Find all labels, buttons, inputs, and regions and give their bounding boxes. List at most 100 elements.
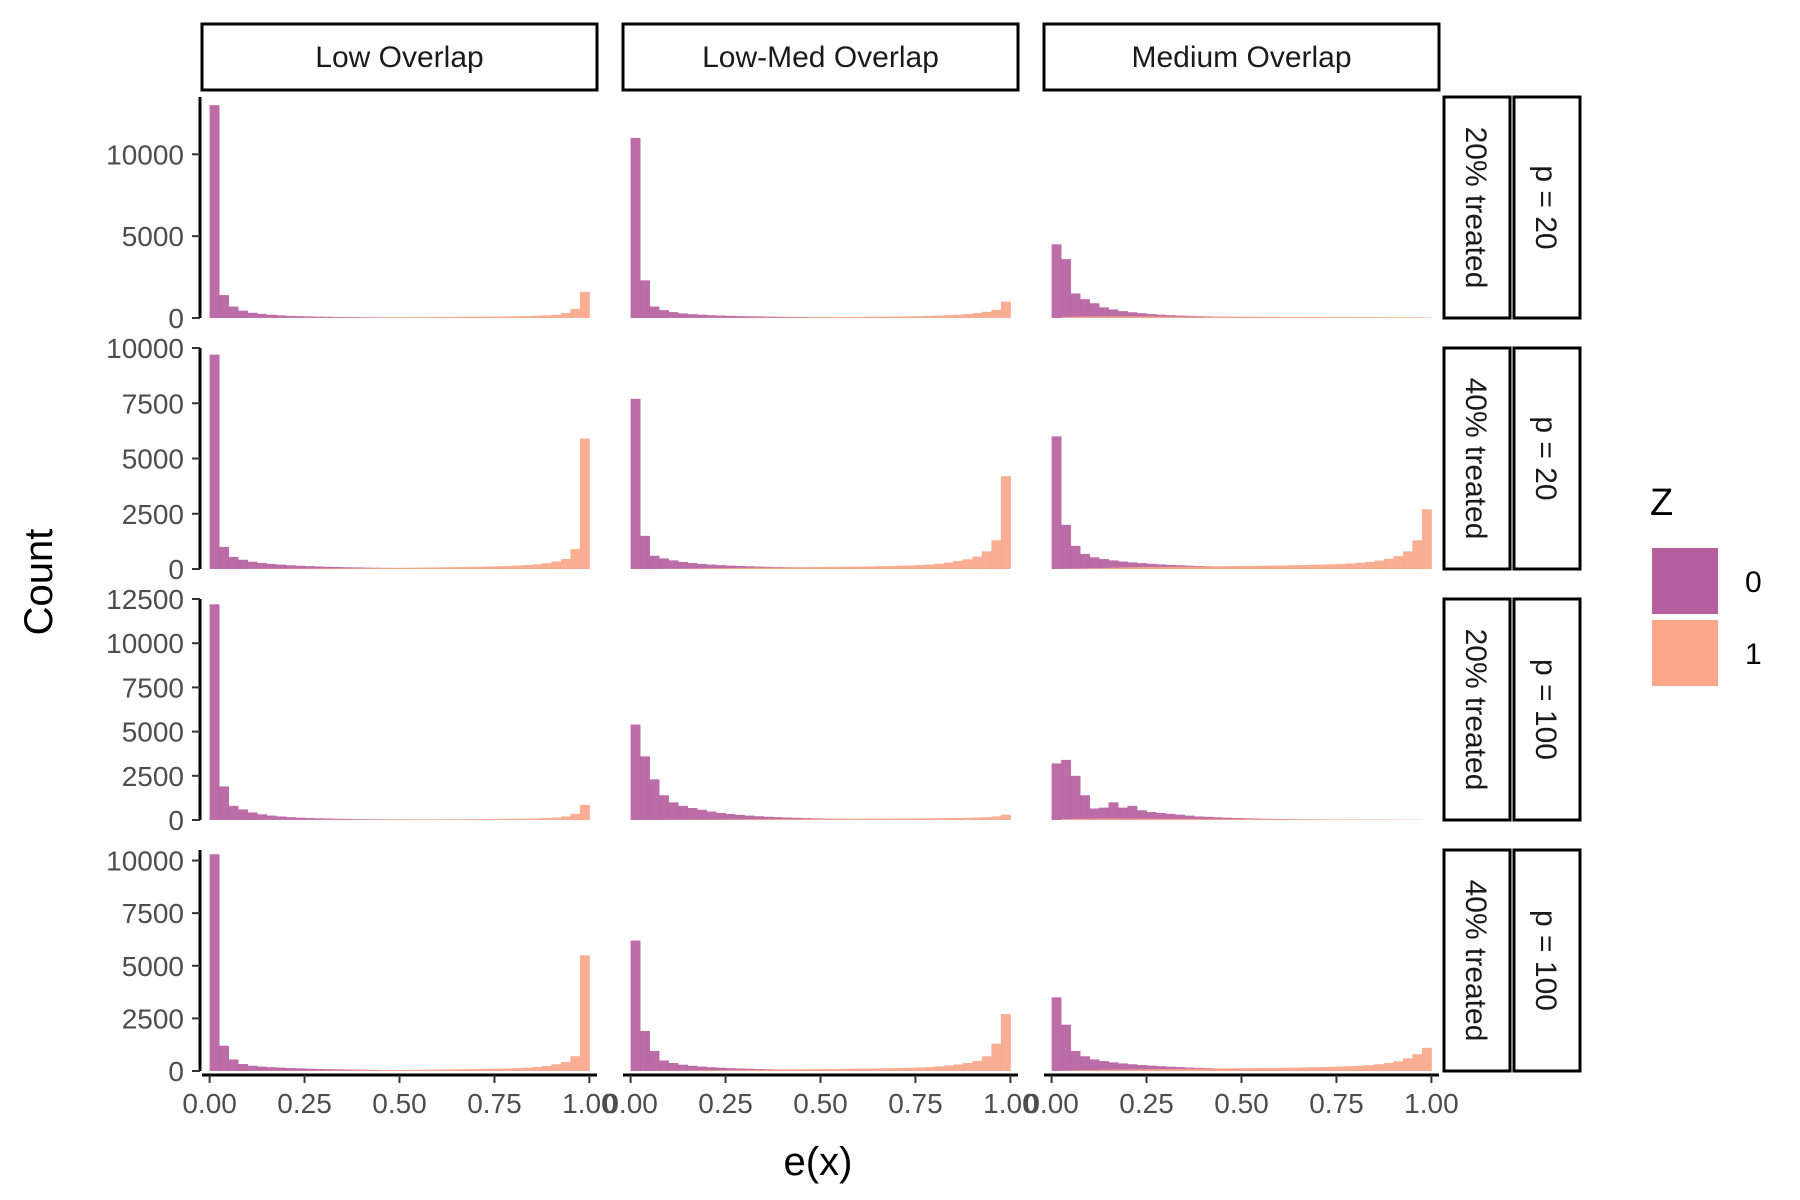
histogram-bar-z0 — [1165, 1066, 1176, 1071]
histogram-bar-z1 — [811, 317, 821, 318]
histogram-bar-z1 — [323, 1070, 334, 1071]
column-strip-box — [1042, 22, 1441, 92]
column-strip-label: Low Overlap — [315, 41, 483, 74]
histogram-bar-z1 — [896, 1067, 907, 1071]
histogram-bar-z0 — [716, 315, 726, 318]
histogram-bar-z1 — [858, 316, 869, 318]
histogram-bar-z1 — [1146, 1069, 1157, 1071]
histogram-bar-z1 — [981, 1056, 992, 1071]
histogram-bar-z1 — [465, 819, 476, 820]
x-tick-label: 0.50 — [1214, 1088, 1269, 1119]
y-axes: 0500010000025005000750010000025005000750… — [106, 97, 202, 1087]
y-axis-title: Count — [17, 529, 61, 636]
row-strip-box — [1512, 597, 1582, 822]
histogram-bar-z0 — [640, 1031, 650, 1071]
histogram-bar-z1 — [579, 438, 590, 569]
histogram-bar-z0 — [649, 779, 660, 820]
histogram-bar-z1 — [503, 818, 514, 820]
histogram-bar-z1 — [551, 817, 562, 820]
histogram-bar-z0 — [1137, 563, 1147, 569]
histogram-bar-z1 — [1421, 1047, 1432, 1071]
histogram-bar-z0 — [304, 316, 315, 318]
histogram-bar-z1 — [1089, 568, 1100, 569]
histogram-bar-z1 — [579, 955, 590, 1071]
histogram-bar-z1 — [390, 567, 400, 569]
histogram-bar-z0 — [219, 295, 229, 318]
histogram-bar-z1 — [1165, 818, 1176, 820]
histogram-bar-z1 — [333, 568, 343, 569]
histogram-bar-z0 — [678, 1064, 688, 1071]
histogram-bar-z1 — [991, 540, 1002, 569]
histogram-bar-z1 — [456, 567, 467, 569]
histogram-bar-z1 — [1118, 567, 1128, 569]
histogram-bar-z0 — [323, 818, 334, 820]
histogram-bar-z1 — [1175, 316, 1185, 318]
histogram-bar-z1 — [1070, 818, 1081, 820]
histogram-bar-z1 — [915, 565, 926, 569]
histogram-bar-z0 — [1137, 1065, 1147, 1071]
histogram-bar-z0 — [323, 1069, 334, 1071]
histogram-bar-z1 — [352, 568, 362, 569]
histogram-bar-z1 — [877, 818, 888, 820]
histogram-bar-z1 — [1326, 819, 1337, 820]
histogram-bar-z0 — [706, 1067, 717, 1071]
histogram-bar-z0 — [630, 940, 641, 1071]
histogram-bar-z1 — [848, 316, 859, 318]
histogram-bar-z1 — [1080, 818, 1090, 820]
y-tick-label: 5000 — [122, 951, 184, 982]
histogram-bar-z1 — [867, 316, 878, 318]
histogram-bar-z1 — [792, 567, 802, 569]
histogram-bar-z1 — [1222, 566, 1233, 569]
histogram-bar-z1 — [475, 566, 486, 569]
histogram-bar-z1 — [1108, 567, 1119, 569]
histogram-bar-z1 — [323, 568, 334, 569]
histogram-bar-z1 — [390, 317, 400, 318]
histogram-bar-z1 — [735, 567, 745, 569]
histogram-bar-z1 — [1070, 316, 1081, 318]
histogram-bar-z1 — [1232, 1068, 1242, 1071]
histogram-bar-z0 — [257, 313, 267, 318]
histogram-bar-z1 — [934, 315, 945, 318]
histogram-bar-z1 — [1232, 566, 1242, 569]
x-tick-label: 1.00 — [562, 1088, 617, 1119]
y-tick-label: 7500 — [122, 672, 184, 703]
histogram-bar-z0 — [630, 724, 641, 820]
histogram-bar-z0 — [209, 105, 220, 319]
column-strip-label: Medium Overlap — [1131, 41, 1351, 74]
histogram-bar-z0 — [1194, 816, 1204, 820]
row-strip-box — [1442, 346, 1512, 571]
histogram-bar-z1 — [848, 818, 859, 820]
histogram-bar-z0 — [228, 556, 239, 569]
histogram-bar-z1 — [905, 565, 916, 569]
histogram-bar-z1 — [380, 819, 391, 820]
panel-r4-c1 — [209, 854, 590, 1071]
histogram-bar-z0 — [725, 1068, 736, 1071]
histogram-bar-z1 — [361, 1070, 372, 1071]
histogram-bar-z1 — [858, 1068, 869, 1071]
histogram-bar-z1 — [697, 1070, 707, 1071]
histogram-bar-z1 — [924, 564, 935, 569]
histogram-bar-z1 — [1317, 819, 1328, 820]
histogram-bar-z0 — [1080, 553, 1090, 569]
row-strip-label: 20% treated — [1459, 127, 1492, 289]
histogram-bar-z1 — [924, 315, 935, 318]
histogram-bar-z1 — [371, 568, 381, 569]
histogram-bar-z1 — [953, 1064, 964, 1071]
histogram-bar-z1 — [352, 1070, 362, 1071]
x-tick-label: 0.50 — [793, 1088, 848, 1119]
histogram-bar-z0 — [209, 354, 220, 569]
histogram-bar-z1 — [953, 561, 964, 569]
histogram-bar-z0 — [209, 854, 220, 1071]
x-tick-label: 0.25 — [277, 1088, 332, 1119]
histogram-bar-z1 — [867, 566, 878, 569]
x-tick-label: 0.75 — [1309, 1088, 1364, 1119]
histogram-bar-z1 — [1118, 818, 1128, 820]
histogram-bar-z1 — [915, 316, 926, 318]
histogram-bar-z1 — [1355, 562, 1366, 569]
y-tick-label: 5000 — [122, 444, 184, 475]
histogram-bar-z0 — [1099, 559, 1109, 569]
histogram-bar-z1 — [1260, 565, 1271, 569]
histogram-bar-z1 — [408, 317, 419, 318]
y-tick-label: 10000 — [106, 628, 184, 659]
histogram-bar-z1 — [446, 1069, 457, 1071]
